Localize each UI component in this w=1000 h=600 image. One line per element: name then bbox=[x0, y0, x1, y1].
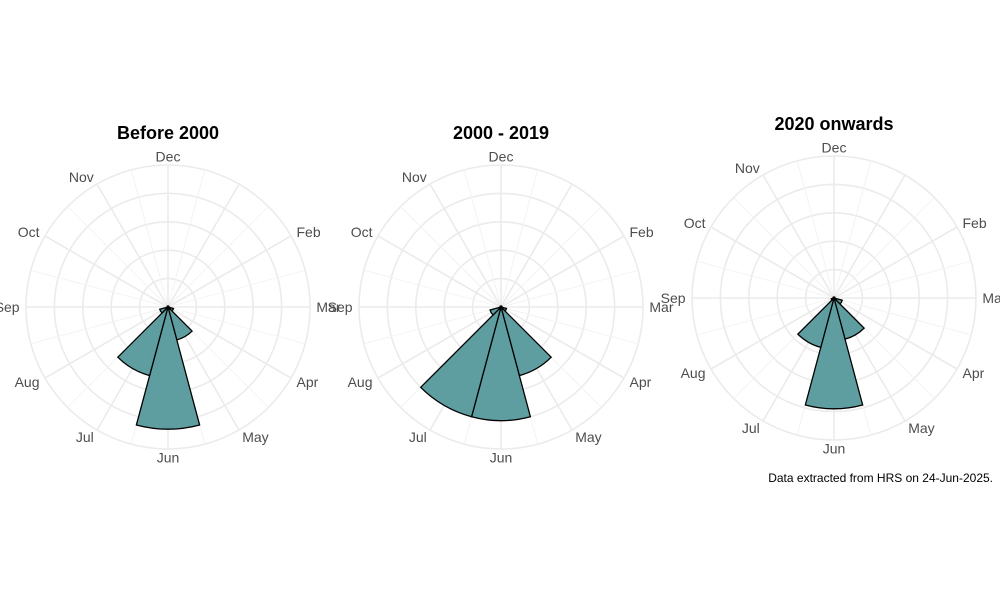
grid-spoke-minor bbox=[130, 169, 169, 308]
month-label-mar: Mar bbox=[316, 299, 340, 315]
grid-spoke bbox=[44, 235, 169, 308]
month-label-feb: Feb bbox=[630, 224, 654, 240]
month-label-aug: Aug bbox=[681, 365, 706, 381]
grid-spoke-minor bbox=[833, 160, 872, 299]
month-label-apr: Apr bbox=[630, 374, 652, 390]
month-label-feb: Feb bbox=[297, 224, 321, 240]
rose-wedge-aug bbox=[830, 296, 837, 301]
month-label-aug: Aug bbox=[15, 374, 40, 390]
grid-spoke-minor bbox=[833, 197, 935, 299]
grid-spoke-minor bbox=[363, 269, 502, 308]
grid-spoke-minor bbox=[696, 297, 835, 336]
grid-spoke bbox=[762, 174, 835, 299]
month-label-may: May bbox=[575, 429, 601, 445]
grid-spoke-minor bbox=[500, 206, 602, 308]
rose-wedge-aug bbox=[158, 305, 171, 314]
rose-wedge-jul bbox=[419, 304, 503, 418]
grid-spoke bbox=[377, 306, 502, 379]
panel-title: Before 2000 bbox=[117, 123, 219, 143]
panel-title: 2000 - 2019 bbox=[453, 123, 549, 143]
month-label-jul: Jul bbox=[409, 429, 427, 445]
grid-spoke bbox=[710, 297, 835, 370]
rose-wedge-jun bbox=[804, 295, 864, 410]
rose-panel-2020-onwards: Dec Feb Mar Apr May Jun Jul Aug Sep Oct Nov 2020 on… bbox=[661, 114, 1000, 456]
grid-spoke-minor bbox=[696, 260, 835, 299]
month-label-apr: Apr bbox=[963, 365, 985, 381]
month-label-jun: Jun bbox=[157, 449, 180, 465]
month-label-sep: Sep bbox=[0, 299, 20, 315]
grid-spoke-minor bbox=[796, 160, 835, 299]
month-label-mar: Mar bbox=[982, 290, 1000, 306]
grid-spoke bbox=[429, 183, 502, 308]
grid-spoke bbox=[167, 235, 292, 308]
rose-wedge-jul bbox=[796, 295, 836, 349]
grid-spoke bbox=[500, 306, 625, 379]
grid-spoke bbox=[377, 235, 502, 308]
rose-panel-2000-2019: Dec Feb Mar Apr May Jun Jul Aug Sep Oct Nov 2000 - … bbox=[328, 123, 674, 465]
month-label-nov: Nov bbox=[69, 169, 94, 185]
panel-title: 2020 onwards bbox=[774, 114, 893, 134]
data-source-caption: Data extracted from HRS on 24-Jun-2025. bbox=[768, 471, 993, 485]
month-label-oct: Oct bbox=[351, 224, 373, 240]
month-label-dec: Dec bbox=[489, 149, 514, 165]
grid-spoke bbox=[833, 297, 958, 370]
grid-spoke bbox=[833, 174, 906, 299]
grid-spoke-minor bbox=[30, 269, 169, 308]
grid-spoke bbox=[500, 235, 625, 308]
grid-spoke-minor bbox=[167, 269, 306, 308]
rose-wedge-aug bbox=[489, 305, 504, 316]
rose-panel-before-2000: Dec Feb Mar Apr May Jun Jul Aug Sep Oct Nov Before … bbox=[0, 123, 341, 465]
grid-spoke-minor bbox=[167, 169, 206, 308]
rose-wedge-jul bbox=[116, 304, 170, 377]
grid-spoke bbox=[500, 183, 573, 308]
month-label-sep: Sep bbox=[661, 290, 686, 306]
month-label-apr: Apr bbox=[297, 374, 319, 390]
grid-spoke bbox=[96, 183, 169, 308]
grid-spoke-minor bbox=[833, 297, 972, 336]
grid-spoke-minor bbox=[30, 306, 169, 345]
month-label-jul: Jul bbox=[76, 429, 94, 445]
month-label-nov: Nov bbox=[402, 169, 427, 185]
grid-spoke-minor bbox=[500, 306, 639, 345]
month-label-jun: Jun bbox=[490, 449, 513, 465]
month-label-sep: Sep bbox=[328, 299, 353, 315]
month-label-dec: Dec bbox=[156, 149, 181, 165]
grid-spoke-minor bbox=[500, 169, 539, 308]
grid-spoke-minor bbox=[833, 260, 972, 299]
grid-spoke-minor bbox=[500, 269, 639, 308]
grid-spoke-minor bbox=[363, 306, 502, 345]
rose-wedge-jun bbox=[135, 304, 201, 430]
month-label-aug: Aug bbox=[348, 374, 373, 390]
grid-spoke-minor bbox=[463, 169, 502, 308]
grid-spoke-minor bbox=[167, 206, 269, 308]
month-label-may: May bbox=[908, 420, 934, 436]
grid-spoke-minor bbox=[167, 306, 306, 345]
grid-spoke-minor bbox=[400, 206, 502, 308]
grid-spoke bbox=[833, 226, 958, 299]
grid-spoke-minor bbox=[67, 206, 169, 308]
month-label-oct: Oct bbox=[684, 215, 706, 231]
month-label-nov: Nov bbox=[735, 160, 760, 176]
grid-spoke bbox=[167, 306, 292, 379]
month-label-jul: Jul bbox=[742, 420, 760, 436]
grid-spoke bbox=[167, 183, 240, 308]
month-label-may: May bbox=[242, 429, 268, 445]
grid-spoke bbox=[44, 306, 169, 379]
month-label-jun: Jun bbox=[823, 440, 846, 456]
grid-spoke-minor bbox=[733, 197, 835, 299]
month-label-feb: Feb bbox=[963, 215, 987, 231]
grid-spoke bbox=[710, 226, 835, 299]
month-label-mar: Mar bbox=[649, 299, 673, 315]
month-label-dec: Dec bbox=[822, 140, 847, 156]
month-label-oct: Oct bbox=[18, 224, 40, 240]
